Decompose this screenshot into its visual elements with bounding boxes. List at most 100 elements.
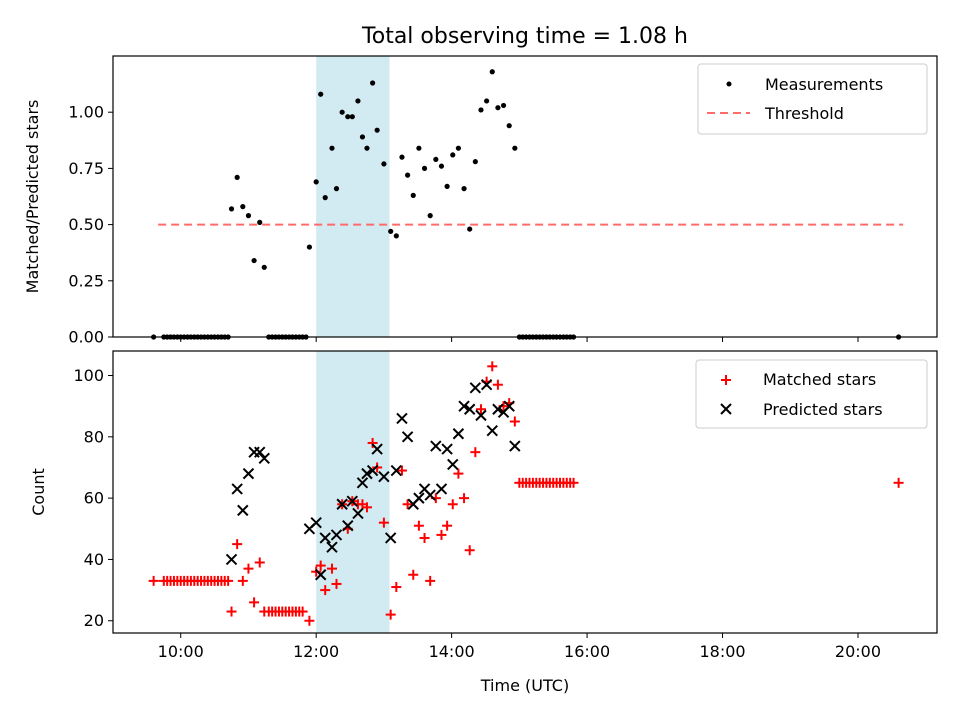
measurement-point (472, 159, 478, 165)
predicted-star-point (463, 403, 476, 415)
measurement-point (329, 145, 335, 151)
cross-stroke (384, 532, 397, 544)
matched-star-point (237, 575, 248, 586)
measurement-point (245, 213, 252, 219)
predicted-star-point (366, 464, 379, 477)
measurement-point (495, 105, 501, 111)
matched-star-point (568, 477, 579, 488)
bottom-y-tick-label: 40 (84, 550, 104, 569)
measurement-point (322, 195, 328, 201)
matched-star-point (311, 566, 322, 577)
cross-stroke (352, 507, 364, 520)
measurement-point (421, 165, 428, 171)
top-y-axis: 0.00 0.25 0.50 0.75 1.00 (68, 103, 113, 347)
predicted-star-point (254, 446, 266, 458)
measurement-point (388, 228, 394, 234)
cross-stroke (346, 495, 359, 507)
measurement-point (461, 186, 467, 192)
matched-star-point (492, 379, 503, 390)
cross-stroke (492, 403, 504, 415)
cross-stroke (371, 443, 383, 455)
predicted-star-point (458, 400, 470, 412)
cross-stroke (314, 569, 327, 581)
predicted-star-point (396, 412, 408, 425)
cross-stroke (430, 440, 442, 452)
measurement-point (234, 174, 240, 180)
measurement-point (257, 219, 263, 225)
predicted-star-point (447, 458, 459, 471)
cross-stroke (509, 440, 521, 452)
cross-stroke (475, 409, 487, 422)
measurement-point (467, 226, 473, 232)
predicted-star-point (225, 553, 238, 566)
measurement-point (512, 145, 518, 151)
legend-measurements-marker (726, 81, 732, 87)
legend-threshold-label: Threshold (764, 104, 844, 123)
bottom-legend: Matched stars Predicted stars (695, 359, 928, 429)
bottom-y-tick-label: 20 (84, 611, 104, 630)
top-y-axis-label: Matched/Predicted stars (23, 100, 42, 294)
cross-stroke (435, 483, 448, 495)
matched-star-point (470, 447, 481, 458)
predicted-star-point (242, 467, 255, 480)
matched-star-point (361, 502, 372, 513)
cross-stroke (310, 516, 322, 529)
matched-star-point (442, 520, 453, 531)
measurement-point (306, 244, 313, 250)
top-y-tick-label: 0.75 (68, 159, 104, 178)
matched-star-point (459, 493, 470, 504)
cross-stroke (469, 382, 482, 394)
measurement-point (251, 257, 257, 264)
predicted-star-point (441, 443, 453, 455)
cross-stroke (396, 412, 408, 425)
matched-star-point (487, 361, 498, 372)
matched-star-point (315, 560, 326, 571)
bottom-x-tick-label: 18:00 (699, 642, 745, 661)
legend-predicted-marker (720, 403, 732, 415)
predicted-star-point (319, 532, 331, 544)
predicted-stars-series (225, 379, 521, 581)
matched-star-point (297, 606, 308, 617)
predicted-star-point (480, 379, 493, 391)
measurement-point (364, 145, 370, 151)
matched-star-point (372, 462, 383, 473)
matched-star-point (148, 575, 159, 586)
cross-stroke (254, 446, 266, 458)
top-panel: 0.00 0.25 0.50 0.75 1.00 Total observing tim… (23, 24, 938, 347)
cross-stroke (720, 403, 732, 415)
bottom-y-axis: 20 40 60 80 100 (73, 366, 113, 630)
measurement-point (359, 134, 366, 140)
cross-stroke (356, 477, 369, 489)
measurement-point (500, 102, 507, 109)
measurement-point (374, 127, 380, 133)
predicted-star-point (237, 504, 249, 517)
measurement-point (240, 204, 246, 210)
measurement-point (381, 161, 387, 167)
measurement-point (433, 156, 439, 163)
cross-stroke (390, 464, 403, 477)
legend-plus (721, 375, 731, 385)
top-legend: Measurements Threshold (697, 63, 928, 135)
bottom-y-tick-label: 60 (84, 489, 104, 508)
matched-star-point (385, 609, 396, 620)
matched-star-point (331, 578, 342, 589)
cross-stroke (361, 467, 373, 480)
bottom-x-axis: 10:00 12:00 14:00 16:00 18:00 20:00 (158, 633, 881, 661)
matched-star-point (367, 437, 378, 448)
bottom-highlight-band (316, 351, 390, 633)
measurement-point (313, 179, 319, 185)
top-legend-box (697, 63, 928, 135)
top-axes-frame (112, 55, 938, 338)
measurement-point (399, 154, 405, 160)
predicted-star-point (452, 428, 465, 440)
cross-stroke (452, 428, 465, 440)
cross-stroke (463, 403, 476, 415)
bottom-x-tick-label: 16:00 (564, 642, 610, 661)
top-y-tick-label: 0.50 (68, 215, 104, 234)
matched-star-point (509, 416, 520, 427)
matched-star-point (396, 465, 407, 476)
bottom-y-tick-label: 100 (73, 366, 104, 385)
matched-star-point (402, 499, 413, 510)
legend-matched-label: Matched stars (763, 370, 876, 389)
predicted-star-point (413, 492, 425, 504)
